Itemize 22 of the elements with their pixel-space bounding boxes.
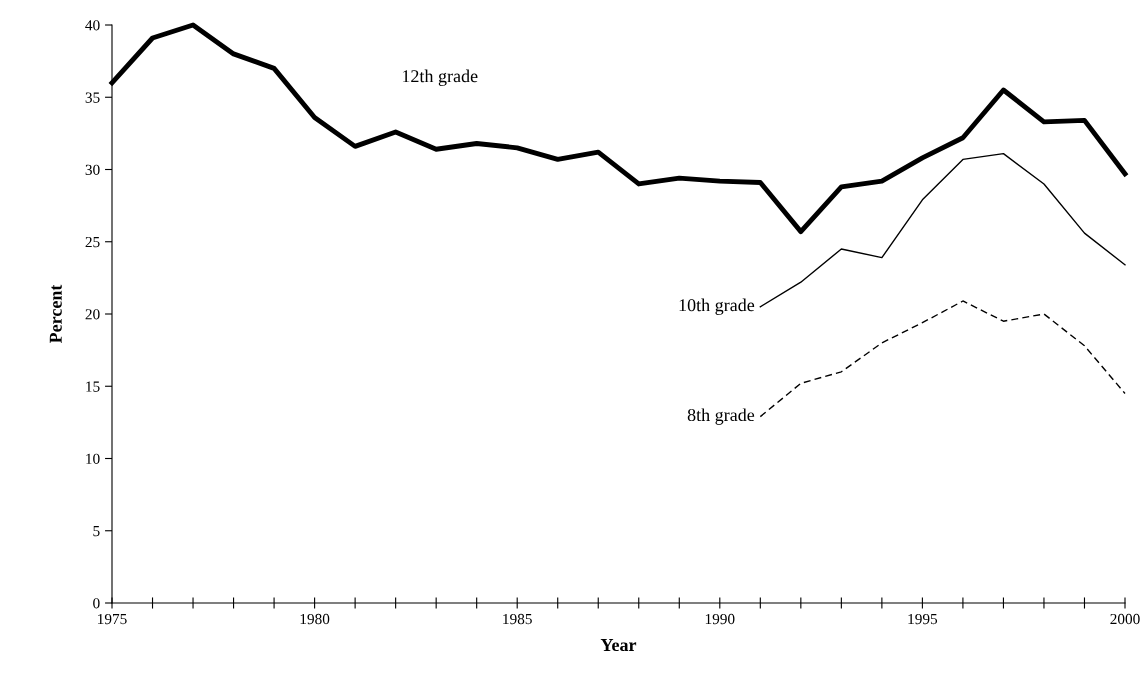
y-axis-title: Percent — [49, 284, 62, 344]
y-tick-label: 0 — [93, 598, 100, 609]
series-label: 8th grade — [687, 408, 755, 425]
x-axis-title: Year — [600, 639, 637, 652]
x-tick-label: 1975 — [98, 613, 127, 625]
x-tick-label: 1995 — [908, 613, 938, 625]
y-tick-label: 35 — [85, 92, 100, 103]
text: 12th grade — [402, 69, 478, 86]
y-tick-label: 40 — [85, 20, 100, 31]
line-series — [759, 300, 1126, 418]
y-tick-label: 10 — [86, 453, 100, 464]
y-tick-label: 30 — [85, 164, 100, 175]
x-tick-label: 1990 — [705, 613, 735, 625]
x-tick-label: 2000 — [1110, 613, 1140, 625]
series-label: 10th grade — [679, 298, 755, 315]
y-tick-label: 5 — [93, 526, 100, 537]
x-tick-label: 1980 — [300, 613, 330, 625]
y-tick-label: 20 — [85, 309, 100, 320]
line-series — [759, 152, 1126, 308]
y-tick-label: 15 — [86, 381, 100, 392]
x-tick-label: 1985 — [503, 613, 532, 625]
y-tick-label: 25 — [85, 236, 100, 248]
